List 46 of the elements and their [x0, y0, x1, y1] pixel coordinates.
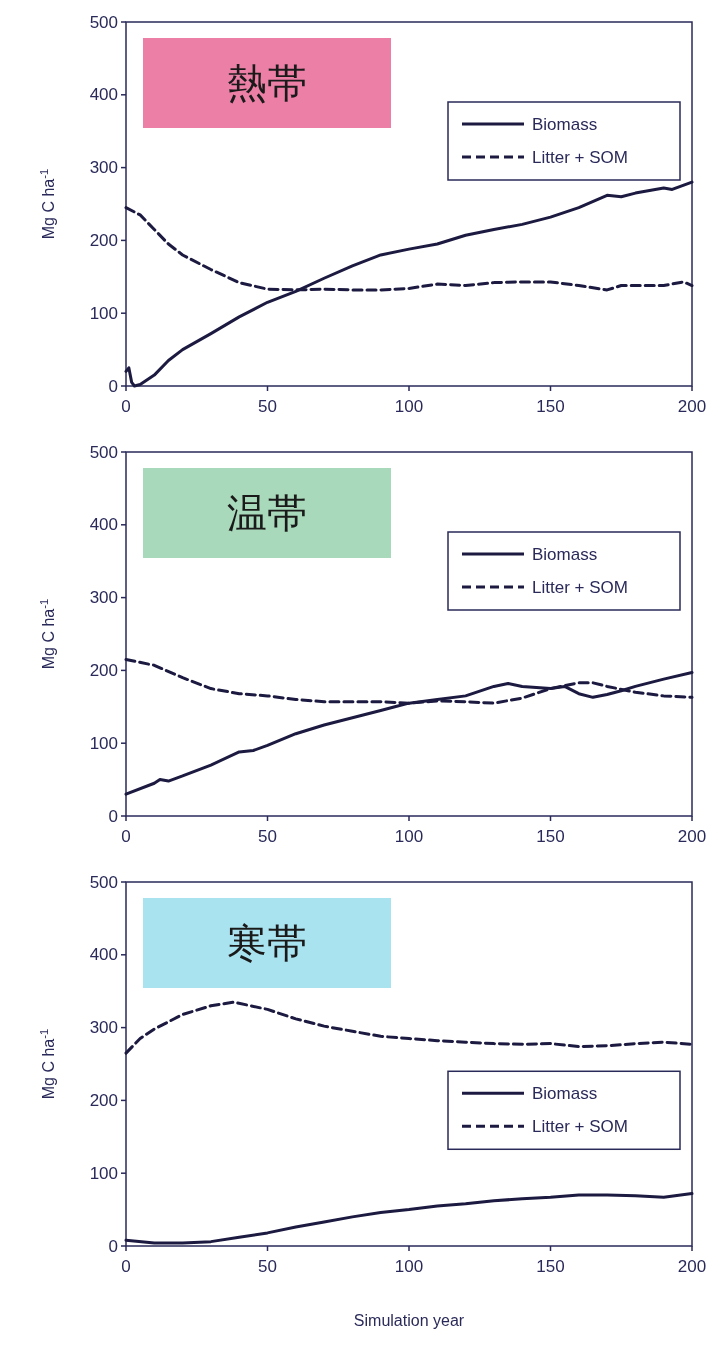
- x-tick-label: 200: [677, 1257, 707, 1276]
- line-series: [124, 1192, 694, 1245]
- line-series: [124, 180, 694, 388]
- y-tick-label: 200: [89, 1090, 118, 1110]
- text: 熱帯: [227, 60, 307, 106]
- y-tick-label: 200: [89, 230, 118, 250]
- x-tick-label: 50: [258, 827, 277, 846]
- y-tick-label: 100: [89, 303, 118, 323]
- x-tick-label: 50: [258, 1257, 277, 1276]
- legend-label: Litter + SOM: [532, 577, 628, 597]
- y-tick-label: 300: [89, 158, 118, 178]
- y-tick-label: 0: [108, 1236, 118, 1256]
- y-tick-label: 400: [89, 945, 118, 965]
- legend-label: Biomass: [532, 114, 598, 134]
- legend-label: Biomass: [532, 1083, 598, 1103]
- y-tick-label: 100: [89, 733, 118, 753]
- y-tick-label: 300: [89, 1018, 118, 1038]
- text: 寒帯: [227, 920, 307, 966]
- legend-label: Litter + SOM: [532, 1116, 628, 1136]
- x-tick-label: 100: [394, 1257, 424, 1276]
- x-tick-label: 150: [536, 397, 565, 416]
- y-tick-label: 300: [89, 588, 118, 608]
- x-tick-label: 100: [394, 397, 424, 416]
- x-tick-label: 0: [121, 1257, 131, 1276]
- y-tick-label: 100: [89, 1163, 118, 1183]
- x-tick-label: 200: [677, 397, 707, 416]
- x-tick-label: 150: [536, 1257, 565, 1276]
- y-tick-label: 400: [89, 85, 118, 105]
- x-tick-label: 100: [394, 827, 424, 846]
- y-tick-label: 200: [89, 660, 118, 680]
- text: 温帯: [227, 490, 307, 536]
- x-tick-label: 150: [536, 827, 565, 846]
- y-tick-label: 500: [89, 12, 118, 32]
- x-tick-label: 50: [258, 397, 277, 416]
- legend-label: Litter + SOM: [532, 147, 628, 167]
- y-tick-label: 500: [89, 442, 118, 462]
- y-tick-label: 500: [89, 872, 118, 892]
- x-tick-label: 0: [121, 827, 131, 846]
- x-tick-label: 200: [677, 827, 707, 846]
- x-tick-label: 0: [121, 397, 131, 416]
- y-tick-label: 0: [108, 376, 118, 396]
- y-tick-label: 400: [89, 515, 118, 535]
- x-axis-title: Simulation year: [353, 1312, 465, 1329]
- legend-label: Biomass: [532, 544, 598, 564]
- line-series: [124, 1000, 694, 1055]
- y-tick-label: 0: [108, 806, 118, 826]
